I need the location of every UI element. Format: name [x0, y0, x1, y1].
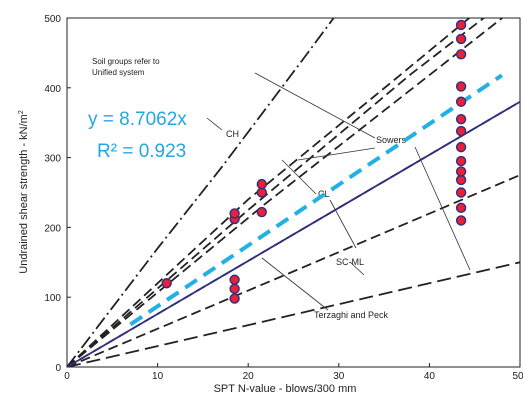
sc-ml-leader: [349, 261, 365, 276]
data-point: [229, 274, 240, 285]
cl-leader-a: [281, 159, 317, 195]
data-point: [455, 141, 467, 153]
solid-regression-line: [67, 100, 520, 367]
data-point: [256, 206, 267, 218]
x-tick-label: 0: [64, 371, 70, 382]
data-point: [455, 33, 467, 45]
sowers-curve: [67, 18, 504, 367]
terzaghi-peck-leader: [261, 257, 329, 311]
plot-area: [66, 17, 521, 368]
sowers-upper-curve: [67, 18, 486, 367]
curve-label-terzaghi-peck: Terzaghi and Peck: [314, 310, 389, 320]
data-point: [256, 187, 267, 198]
note-line-1: Soil groups refer to: [92, 57, 160, 66]
trendline-group: [129, 73, 503, 327]
y-axis-title-text: Undrained shear strength - kN/m: [18, 114, 30, 274]
x-tick-label: 20: [243, 371, 255, 382]
y-tick-label: 300: [44, 154, 61, 165]
data-point: [455, 202, 467, 214]
y-axis-ticks: 0 100 200 300 400 500: [44, 14, 71, 374]
y-axis-title: Undrained shear strength - kN/m2: [18, 110, 30, 274]
data-point: [455, 49, 467, 60]
data-point: [455, 155, 467, 167]
y-axis-title-superscript: 2: [18, 110, 25, 114]
note-line-2: Unified system: [92, 68, 145, 77]
trendline-equation: y = 8.7062x: [88, 109, 187, 130]
curve-label-ch: CH: [226, 129, 239, 139]
data-point: [455, 215, 467, 226]
sowers-leader-c: [414, 146, 471, 271]
sowers-leader-a: [254, 72, 376, 139]
y-tick-label: 0: [55, 363, 61, 374]
data-point: [229, 293, 240, 304]
data-point: [455, 187, 467, 198]
sc-ml-curve: [67, 174, 520, 367]
label-leader-lines: [206, 72, 471, 311]
data-point: [455, 166, 467, 177]
data-point: [229, 283, 240, 295]
y-tick-label: 500: [44, 14, 61, 25]
data-point: [161, 278, 172, 289]
y-tick-label: 400: [44, 84, 61, 95]
sowers-leader-b: [297, 147, 376, 161]
curve-label-sowers: Sowers: [376, 135, 407, 145]
terzaghi-peck-curve: [67, 261, 520, 367]
cl-leader-b: [329, 199, 357, 249]
data-point: [455, 114, 467, 125]
x-tick-label: 40: [424, 371, 436, 382]
data-point: [455, 174, 467, 186]
data-point: [455, 96, 467, 107]
x-axis-ticks: 0 10 20 30 40 50: [64, 363, 523, 382]
trendline-r-squared: R² = 0.923: [97, 141, 186, 162]
x-tick-label: 50: [512, 371, 523, 382]
data-point: [455, 81, 467, 92]
x-tick-label: 10: [152, 371, 164, 382]
x-axis-title: SPT N-value - blows/300 mm: [214, 383, 357, 395]
ch-leader: [206, 117, 223, 131]
data-point: [256, 178, 267, 190]
data-point: [455, 125, 467, 137]
y-tick-label: 200: [44, 223, 61, 234]
trendline: [129, 73, 503, 327]
data-point: [229, 208, 240, 219]
y-tick-label: 100: [44, 293, 61, 304]
x-tick-label: 30: [333, 371, 345, 382]
ch-curve: [67, 18, 471, 367]
ch-upper-curve: [67, 18, 335, 367]
reference-curves: [67, 18, 520, 367]
data-point: [455, 19, 467, 31]
data-points: [161, 19, 467, 304]
plot-frame: [66, 17, 521, 368]
